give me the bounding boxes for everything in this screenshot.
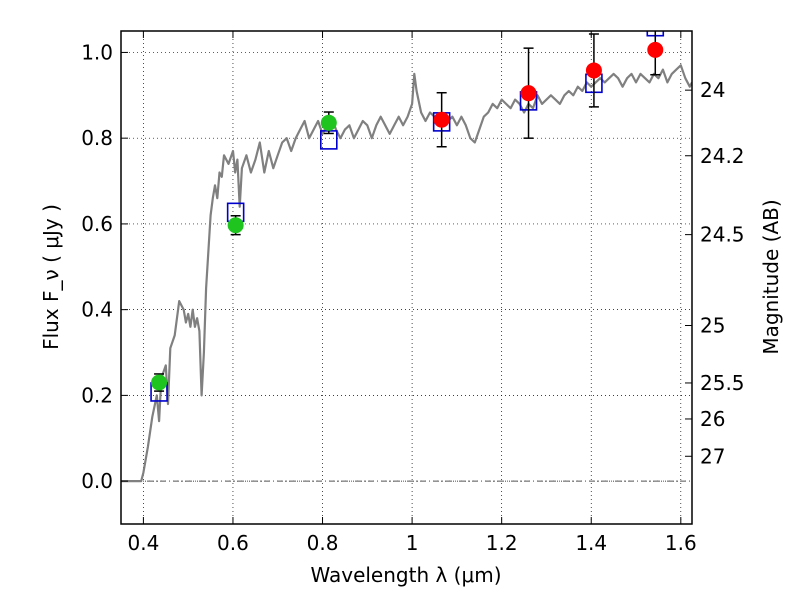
y-tick-label: 0.8 xyxy=(81,126,113,150)
green-data-point xyxy=(227,217,244,234)
right-tick-label: 24 xyxy=(700,78,725,102)
red-data-point xyxy=(433,111,450,128)
x-tick-label: 1.4 xyxy=(575,531,607,555)
y-tick-label: 0.4 xyxy=(81,298,113,322)
x-axis-label: Wavelength λ (μm) xyxy=(310,563,501,587)
red-data-point xyxy=(520,85,537,102)
x-tick-label: 0.6 xyxy=(217,531,249,555)
x-tick-label: 0.4 xyxy=(127,531,159,555)
plot-frame xyxy=(120,30,693,525)
plot-background xyxy=(121,31,692,524)
x-tick-label: 0.8 xyxy=(307,531,339,555)
axis-ticks xyxy=(121,31,692,524)
y-tick-label: 0.0 xyxy=(81,469,113,493)
right-tick-label: 24.5 xyxy=(700,223,745,247)
y-axis-label: Flux F_ν ( μJy ) xyxy=(39,204,63,350)
y-tick-label: 0.2 xyxy=(81,383,113,407)
right-tick-label: 26 xyxy=(700,407,725,431)
x-tick-label: 1.6 xyxy=(665,531,697,555)
y-tick-label: 0.6 xyxy=(81,212,113,236)
x-tick-label: 1.2 xyxy=(486,531,518,555)
y-axis-label-right: Magnitude (AB) xyxy=(759,199,783,354)
red-data-point xyxy=(585,62,602,79)
tick-labels: 0.4 0.6 0.8 1 1.2 1.4 1.6 0.0 0.2 0.4 0.6 0.8 1.0 24 2… xyxy=(81,40,744,555)
red-data-point xyxy=(647,41,664,58)
y-tick-label: 1.0 xyxy=(81,40,113,64)
green-data-point xyxy=(320,114,337,131)
right-tick-label: 25 xyxy=(700,314,725,338)
right-tick-label: 27 xyxy=(700,444,725,468)
model-sed-line xyxy=(121,64,692,483)
model-sed-series xyxy=(121,64,692,483)
green-data-point xyxy=(151,374,168,391)
right-tick-label: 25.5 xyxy=(700,371,745,395)
x-tick-label: 1 xyxy=(406,531,419,555)
right-tick-label: 24.2 xyxy=(700,144,745,168)
observed-points xyxy=(151,41,664,391)
